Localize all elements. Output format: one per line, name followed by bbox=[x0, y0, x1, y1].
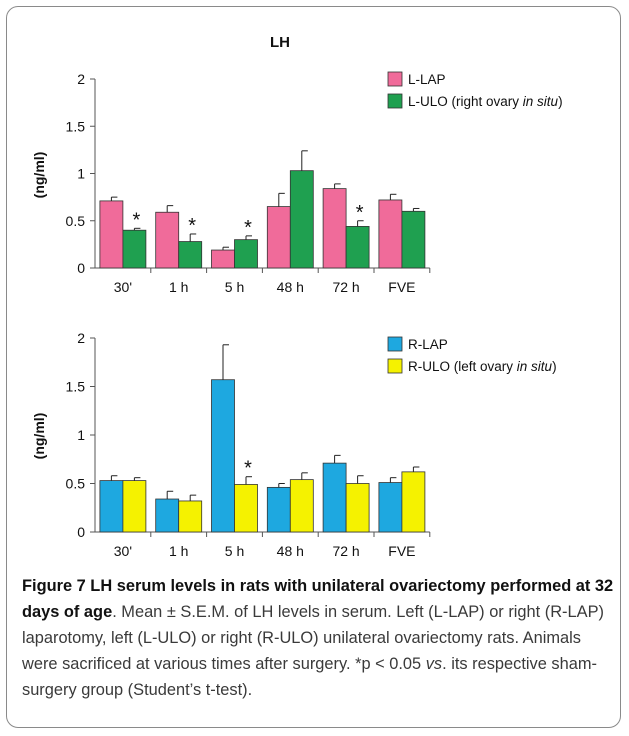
figure-charts: LH (ng/ml) 0 0.5 1 1.5 2 30' 1 h 5 h 48 h 72 h FVE * *… bbox=[31, 34, 563, 559]
y-axis-label: (ng/ml) bbox=[31, 152, 47, 199]
bar-r-ulo-6 bbox=[401, 471, 426, 533]
figure-caption: Figure 7 LH serum levels in rats with un… bbox=[22, 573, 618, 703]
bar-r-lap-1 bbox=[99, 480, 124, 533]
figure-frame bbox=[6, 6, 621, 728]
bar-r-ulo-3 bbox=[234, 484, 258, 533]
x-tick-label: FVE bbox=[388, 279, 415, 295]
y-tick-label: 1 bbox=[77, 166, 85, 182]
y-tick-label: 1.5 bbox=[66, 379, 86, 395]
y-tick-label: 2 bbox=[77, 330, 85, 346]
chart-panel-2: (ng/ml) 0 0.5 1 1.5 2 30' 1 h 5 h 48 h 72 h FVE * R-L… bbox=[31, 330, 557, 559]
x-tick-label: 1 h bbox=[169, 543, 188, 559]
legend-swatch-l-lap bbox=[387, 71, 403, 87]
bar-l-ulo-2 bbox=[178, 241, 203, 269]
bar-l-ulo-1 bbox=[122, 229, 147, 269]
caption-text-2: . its respective sham-surgery group (Stu… bbox=[22, 655, 597, 699]
bar-r-lap-3 bbox=[211, 379, 235, 533]
y-tick-label: 1 bbox=[77, 427, 85, 443]
x-tick-label: 72 h bbox=[332, 279, 359, 295]
x-tick-label: 30' bbox=[114, 543, 132, 559]
bar-l-ulo-4 bbox=[289, 170, 314, 269]
y-tick-label: 0.5 bbox=[66, 213, 86, 229]
legend-swatch-l-ulo bbox=[387, 93, 403, 109]
bar-r-ulo-5 bbox=[345, 483, 370, 533]
caption-text-1: . Mean ± S.E.M. of LH levels in serum. L… bbox=[22, 603, 604, 673]
y-tick-label: 1.5 bbox=[66, 118, 86, 134]
bar-r-lap-4 bbox=[266, 486, 291, 533]
bar-l-ulo-3 bbox=[234, 239, 258, 269]
bar-r-lap-2 bbox=[155, 498, 180, 533]
chart-panel-1: LH (ng/ml) 0 0.5 1 1.5 2 30' 1 h 5 h 48 h 72 h FVE * *… bbox=[31, 34, 563, 295]
legend-label-l-lap: L-LAP bbox=[408, 72, 446, 87]
y-tick-label: 2 bbox=[77, 71, 85, 87]
bar-r-ulo-1 bbox=[122, 480, 147, 533]
bar-l-lap-6 bbox=[378, 199, 403, 269]
legend-swatch-r-ulo bbox=[387, 358, 403, 374]
bar-r-lap-5 bbox=[322, 462, 347, 533]
bar-l-lap-1 bbox=[99, 200, 124, 269]
bar-l-ulo-6 bbox=[401, 210, 426, 269]
significance-star: * bbox=[244, 217, 252, 239]
chart-title: LH bbox=[270, 34, 290, 51]
x-tick-label: 48 h bbox=[277, 279, 304, 295]
caption-italic-vs: vs bbox=[425, 655, 443, 673]
x-tick-label: 5 h bbox=[225, 543, 244, 559]
legend-label-r-lap: R-LAP bbox=[408, 337, 448, 352]
legend-label-r-ulo: R-ULO (left ovary in situ) bbox=[408, 359, 557, 374]
caption-bold-label: Figure 7 LH serum levels in rats with un… bbox=[22, 577, 614, 621]
y-axis-label: (ng/ml) bbox=[31, 413, 47, 460]
bar-r-ulo-2 bbox=[178, 500, 203, 533]
significance-star: * bbox=[133, 209, 141, 231]
significance-star: * bbox=[244, 458, 252, 480]
x-tick-label: 30' bbox=[114, 279, 132, 295]
x-tick-label: 1 h bbox=[169, 279, 188, 295]
bar-l-ulo-5 bbox=[345, 226, 370, 269]
y-tick-label: 0 bbox=[77, 260, 85, 276]
bar-r-ulo-4 bbox=[289, 479, 314, 533]
bar-r-lap-6 bbox=[378, 482, 403, 533]
significance-star: * bbox=[188, 215, 196, 237]
bar-l-lap-2 bbox=[155, 211, 180, 269]
significance-star: * bbox=[356, 202, 364, 224]
x-tick-label: 48 h bbox=[277, 543, 304, 559]
x-tick-label: FVE bbox=[388, 543, 415, 559]
bar-l-lap-4 bbox=[266, 206, 291, 269]
bar-l-lap-5 bbox=[322, 188, 347, 269]
legend-swatch-r-lap bbox=[387, 336, 403, 352]
x-tick-label: 72 h bbox=[332, 543, 359, 559]
legend-label-l-ulo: L-ULO (right ovary in situ) bbox=[408, 94, 563, 109]
y-tick-label: 0 bbox=[77, 524, 85, 540]
x-tick-label: 5 h bbox=[225, 279, 244, 295]
bar-l-lap-3 bbox=[211, 249, 235, 269]
y-tick-label: 0.5 bbox=[66, 476, 86, 492]
